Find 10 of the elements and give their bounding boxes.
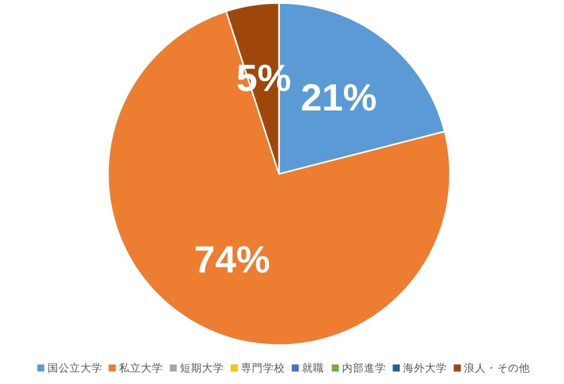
legend-label: 短期大学 — [180, 362, 224, 375]
data-label: 21% — [300, 77, 377, 120]
data-label: 74% — [194, 240, 270, 282]
legend-label: 私立大学 — [118, 362, 163, 375]
legend-label: 内部進学 — [342, 362, 386, 375]
legend-label: 国公立大学 — [47, 362, 102, 375]
legend-label: 浪人・その他 — [464, 362, 530, 375]
legend-label: 専門学校 — [240, 362, 285, 375]
legend-label: 海外大学 — [402, 362, 447, 375]
legend-label: 就職 — [302, 362, 324, 375]
